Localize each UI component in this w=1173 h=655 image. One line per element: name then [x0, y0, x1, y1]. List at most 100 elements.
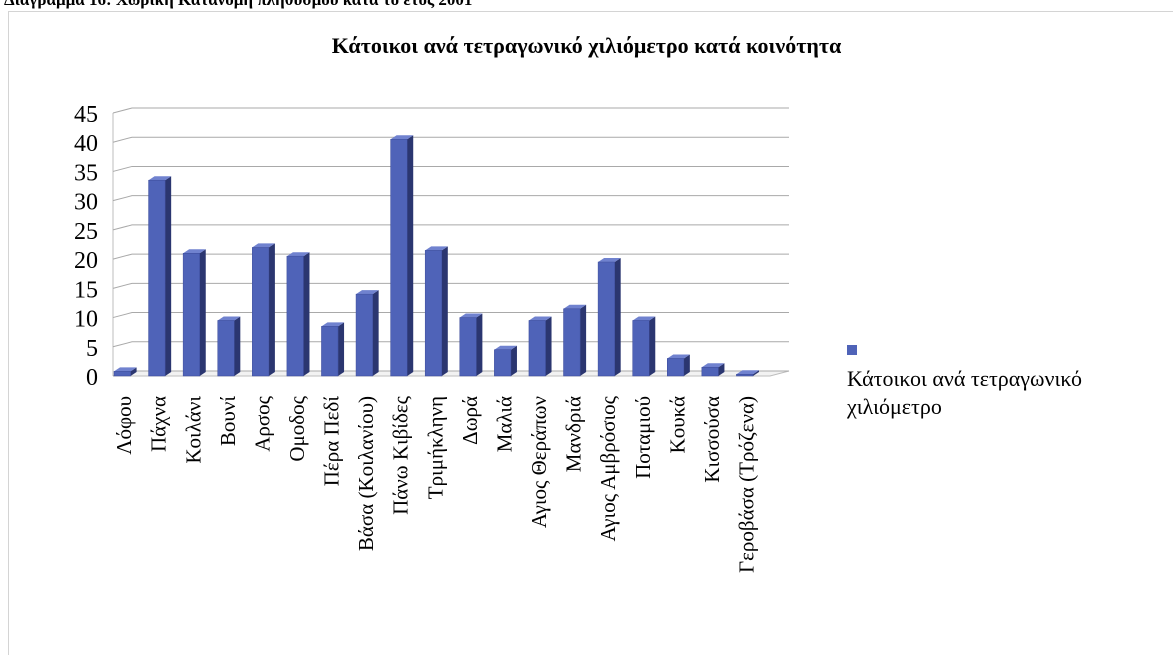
chart-frame — [8, 11, 1173, 655]
bar-top — [459, 313, 483, 318]
bar-top — [321, 322, 345, 327]
bar-top — [425, 246, 448, 251]
bar — [632, 320, 650, 377]
y-tick-label: 20 — [74, 248, 98, 274]
chart-legend: Κάτοικοι ανά τετραγωνικό χιλιόμετρο — [847, 337, 1173, 421]
x-tick-label: Ποταμιού — [631, 396, 655, 479]
bar — [252, 247, 270, 377]
x-tick-label: Γεροβάσα (Τρόζενα) — [735, 396, 759, 573]
bar-top — [390, 135, 414, 140]
bar-side — [303, 252, 310, 376]
bar — [736, 373, 754, 377]
bar — [321, 326, 339, 377]
bar-top — [148, 176, 172, 181]
figure-caption: Διάγραμμα 16: Χωρική Κατανομή πληθυσμού … — [4, 0, 472, 10]
bar — [113, 371, 131, 377]
x-tick-label: Μαλιά — [492, 396, 516, 452]
bar-top — [701, 363, 725, 368]
bar-side — [130, 367, 137, 376]
bar-top — [494, 345, 517, 350]
bar — [148, 179, 166, 377]
y-tick-label: 40 — [74, 131, 98, 157]
x-tick-label: Δωρά — [458, 396, 482, 445]
bar-top — [632, 316, 656, 321]
x-tick-label: Τριμήκληνη — [423, 396, 447, 499]
bar-side — [234, 316, 241, 376]
x-tick-label: Λόφου — [112, 396, 136, 455]
x-tick-label: Κισσούσα — [700, 396, 724, 483]
y-tick-label: 15 — [74, 277, 98, 303]
bar-side — [753, 370, 760, 376]
bar — [286, 255, 304, 377]
bar — [528, 320, 546, 377]
x-tick-label: Πάνω Κιβίδες — [389, 395, 413, 515]
bar-side — [199, 249, 206, 376]
gridline — [112, 136, 789, 143]
bar — [667, 358, 685, 377]
bar-top — [528, 316, 552, 321]
bar-top — [667, 354, 690, 359]
bar-side — [580, 304, 587, 376]
bar-top — [113, 367, 137, 372]
x-tick-label: Βουνί — [216, 396, 240, 446]
bar-top — [183, 249, 206, 254]
x-tick-label: Αρσος — [250, 395, 274, 451]
bar-side — [372, 290, 379, 376]
x-tick-label: Ομοδος — [285, 395, 309, 461]
bar — [459, 317, 477, 377]
bar-side — [338, 322, 345, 376]
y-tick-label: 30 — [74, 190, 98, 216]
bar-side — [649, 316, 656, 376]
gridline — [112, 253, 789, 260]
bar — [390, 139, 408, 377]
bar — [355, 293, 373, 377]
bar-side — [268, 243, 275, 376]
bar-top — [736, 370, 760, 375]
bar — [494, 349, 512, 377]
y-tick-label: 0 — [86, 365, 98, 391]
y-tick-label: 45 — [74, 102, 98, 128]
x-tick-label: Πέρα Πεδί — [320, 396, 344, 487]
gridline — [112, 341, 789, 348]
bar — [424, 250, 443, 377]
bar-top — [252, 243, 275, 248]
chart-title: Κάτοικοι ανά τετραγωνικό χιλιόμετρο κατά… — [331, 33, 842, 58]
y-tick-label: 25 — [74, 219, 98, 245]
y-tick-label: 35 — [74, 160, 98, 186]
bar — [701, 366, 719, 377]
bar-side — [614, 258, 621, 376]
bar-side — [407, 135, 414, 376]
gridline — [112, 107, 789, 114]
bar — [597, 261, 615, 377]
bar-top — [356, 290, 379, 295]
bar-top — [563, 304, 587, 309]
legend-label: Κάτοικοι ανά τετραγωνικό χιλιόμετρο — [847, 366, 1082, 419]
bar-side — [165, 176, 172, 376]
x-tick-label: Βάσα (Κοιλανίου) — [354, 396, 378, 551]
x-tick-label: Κοιλάνι — [181, 396, 205, 464]
bar-top — [598, 258, 621, 263]
x-tick-label: Πάχνα — [147, 396, 171, 452]
bar-side — [718, 363, 725, 376]
bar-side — [545, 316, 552, 376]
bar — [182, 253, 200, 377]
gridline — [112, 282, 789, 289]
bar-side — [476, 313, 483, 376]
bar-side — [441, 246, 448, 376]
bar-side — [683, 354, 690, 376]
bar — [563, 308, 581, 377]
bar-side — [510, 345, 517, 376]
legend-swatch — [847, 345, 857, 355]
gridline — [112, 224, 789, 231]
x-tick-label: Κουκά — [665, 396, 689, 453]
y-tick-label: 5 — [86, 336, 98, 362]
gridline — [112, 165, 789, 172]
x-tick-label: Αγιος Θεράπων — [527, 396, 551, 528]
y-tick-label: 10 — [74, 307, 98, 333]
bar-top — [217, 316, 241, 321]
bar — [217, 320, 235, 377]
gridline — [112, 312, 789, 319]
x-tick-label: Αγιος Αμβρόσιος — [596, 395, 620, 541]
gridline — [112, 195, 789, 202]
